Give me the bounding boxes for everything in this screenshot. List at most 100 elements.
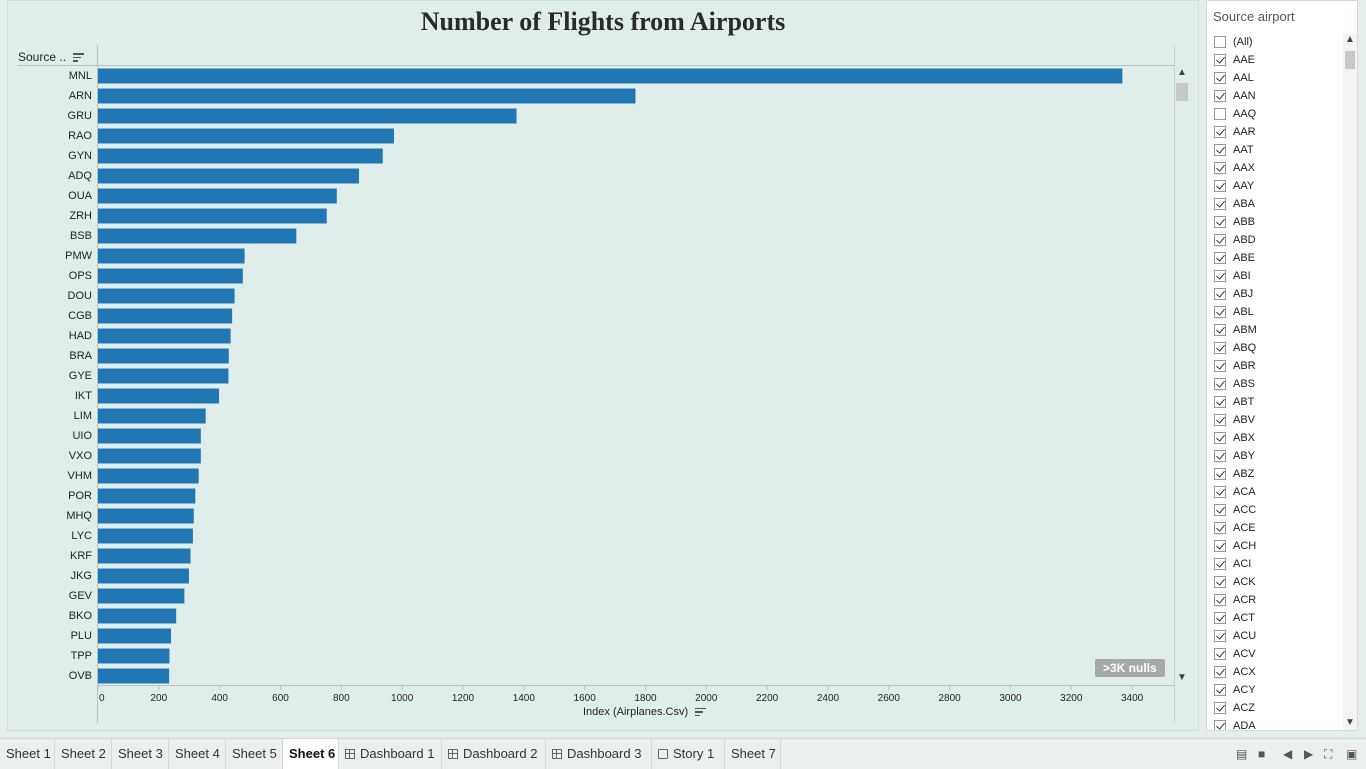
filter-checkbox[interactable] xyxy=(1214,324,1226,336)
tab-dashboard-1[interactable]: Dashboard 1 xyxy=(339,739,442,769)
filter-item[interactable]: ABQ xyxy=(1207,339,1343,357)
scroll-thumb[interactable] xyxy=(1345,51,1355,69)
bar[interactable] xyxy=(98,228,297,244)
filter-checkbox[interactable] xyxy=(1214,306,1226,318)
bar[interactable] xyxy=(98,628,171,644)
scroll-thumb[interactable] xyxy=(1176,83,1188,101)
filter-checkbox[interactable] xyxy=(1214,180,1226,192)
bar[interactable] xyxy=(98,488,196,504)
filter-checkbox[interactable] xyxy=(1214,396,1226,408)
filter-scrollbar[interactable]: ▲ ▼ xyxy=(1343,33,1357,730)
filter-item[interactable]: ACY xyxy=(1207,681,1343,699)
filter-checkbox[interactable] xyxy=(1214,720,1226,730)
bar[interactable] xyxy=(98,108,517,124)
filter-checkbox[interactable] xyxy=(1214,450,1226,462)
filter-checkbox[interactable] xyxy=(1214,648,1226,660)
filter-item[interactable]: ABX xyxy=(1207,429,1343,447)
bar[interactable] xyxy=(98,128,394,144)
filter-checkbox[interactable] xyxy=(1214,342,1226,354)
bar[interactable] xyxy=(98,468,199,484)
x-axis-title[interactable]: Index (Airplanes.Csv) xyxy=(583,706,707,718)
bar[interactable] xyxy=(98,608,177,624)
filter-checkbox[interactable] xyxy=(1214,522,1226,534)
filter-item[interactable]: AAT xyxy=(1207,141,1343,159)
tab-sheet-4[interactable]: Sheet 4 xyxy=(169,739,226,769)
scroll-down-icon[interactable]: ▼ xyxy=(1345,717,1355,728)
tab-sheet-3[interactable]: Sheet 3 xyxy=(112,739,169,769)
bar[interactable] xyxy=(98,508,194,524)
filter-checkbox[interactable] xyxy=(1214,198,1226,210)
bar[interactable] xyxy=(98,328,231,344)
nulls-indicator[interactable]: >3K nulls xyxy=(1095,659,1165,677)
filter-checkbox[interactable] xyxy=(1214,684,1226,696)
bar[interactable] xyxy=(98,548,191,564)
bar[interactable] xyxy=(98,648,170,664)
filter-item[interactable]: AAX xyxy=(1207,159,1343,177)
filter-checkbox[interactable] xyxy=(1214,630,1226,642)
filter-item[interactable]: ACK xyxy=(1207,573,1343,591)
filter-checkbox[interactable] xyxy=(1214,126,1226,138)
scroll-down-icon[interactable]: ▼ xyxy=(1177,672,1187,683)
filter-item[interactable]: ABS xyxy=(1207,375,1343,393)
filter-item[interactable]: ABZ xyxy=(1207,465,1343,483)
tab-sheet-7[interactable]: Sheet 7 xyxy=(725,739,781,769)
tab-dashboard-2[interactable]: Dashboard 2 xyxy=(442,739,546,769)
tab-sheet-5[interactable]: Sheet 5 xyxy=(226,739,283,769)
bar[interactable] xyxy=(98,308,233,324)
filter-item[interactable]: ACA xyxy=(1207,483,1343,501)
filter-checkbox[interactable] xyxy=(1214,576,1226,588)
filter-checkbox[interactable] xyxy=(1214,252,1226,264)
filter-item[interactable]: AAL xyxy=(1207,69,1343,87)
tab-story-1[interactable]: Story 1 xyxy=(652,739,725,769)
bar[interactable] xyxy=(98,408,206,424)
filter-item[interactable]: AAN xyxy=(1207,87,1343,105)
filter-item[interactable]: AAE xyxy=(1207,51,1343,69)
filter-item[interactable]: ABD xyxy=(1207,231,1343,249)
filter-item[interactable]: ACC xyxy=(1207,501,1343,519)
bar[interactable] xyxy=(98,528,193,544)
filter-checkbox[interactable] xyxy=(1214,216,1226,228)
filter-item[interactable]: ACV xyxy=(1207,645,1343,663)
filter-item[interactable]: ACU xyxy=(1207,627,1343,645)
bar[interactable] xyxy=(98,348,229,364)
filter-checkbox[interactable] xyxy=(1214,540,1226,552)
filter-checkbox[interactable] xyxy=(1214,144,1226,156)
filter-checkbox[interactable] xyxy=(1214,360,1226,372)
sort-icon[interactable] xyxy=(73,53,85,62)
filter-checkbox[interactable] xyxy=(1214,702,1226,714)
filter-item[interactable]: ABR xyxy=(1207,357,1343,375)
filter-checkbox[interactable] xyxy=(1214,90,1226,102)
next-sheet-icon[interactable]: ▶ xyxy=(1304,747,1314,761)
chart-scrollbar[interactable]: ▲ ▼ xyxy=(1174,65,1190,685)
bar[interactable] xyxy=(98,288,235,304)
filter-item[interactable]: (All) xyxy=(1207,33,1343,51)
filter-item[interactable]: ACT xyxy=(1207,609,1343,627)
filter-item[interactable]: ABY xyxy=(1207,447,1343,465)
filter-item[interactable]: ACR xyxy=(1207,591,1343,609)
filter-item[interactable]: ABA xyxy=(1207,195,1343,213)
row-header[interactable]: Source .. xyxy=(18,50,85,64)
filter-item[interactable]: AAR xyxy=(1207,123,1343,141)
tab-sheet-1[interactable]: Sheet 1 xyxy=(0,739,55,769)
filter-item[interactable]: ABJ xyxy=(1207,285,1343,303)
show-tabs-icon[interactable]: ■ xyxy=(1258,747,1266,761)
filter-checkbox[interactable] xyxy=(1214,432,1226,444)
filter-checkbox[interactable] xyxy=(1214,558,1226,570)
filter-checkbox[interactable] xyxy=(1214,378,1226,390)
bar[interactable] xyxy=(98,388,220,404)
tab-sheet-2[interactable]: Sheet 2 xyxy=(55,739,112,769)
bar[interactable] xyxy=(98,68,1123,84)
bar[interactable] xyxy=(98,168,359,184)
bar[interactable] xyxy=(98,88,636,104)
fullscreen-icon[interactable]: ⛶ xyxy=(1324,747,1333,761)
previous-sheet-icon[interactable]: ◀ xyxy=(1283,747,1293,761)
filter-item[interactable]: ACX xyxy=(1207,663,1343,681)
filter-item[interactable]: AAY xyxy=(1207,177,1343,195)
filter-item[interactable]: ACI xyxy=(1207,555,1343,573)
bar[interactable] xyxy=(98,448,201,464)
bar[interactable] xyxy=(98,568,189,584)
filter-item[interactable]: ACE xyxy=(1207,519,1343,537)
filter-checkbox[interactable] xyxy=(1214,486,1226,498)
filter-item[interactable]: AAQ xyxy=(1207,105,1343,123)
bar[interactable] xyxy=(98,588,185,604)
